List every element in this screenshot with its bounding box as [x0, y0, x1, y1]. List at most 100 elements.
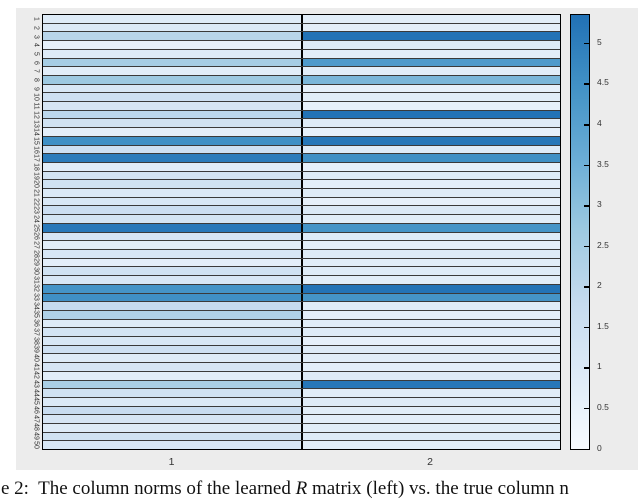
heatmap-cell: [43, 84, 301, 93]
heatmap-row: [43, 389, 560, 398]
heatmap-row: [43, 354, 560, 364]
colorbar-tick-label: 1: [597, 361, 602, 372]
heatmap-cell: [300, 232, 560, 241]
x-tick-label: 2: [427, 456, 433, 468]
heatmap-cell: [43, 293, 301, 302]
heatmap-row: [43, 136, 560, 146]
heatmap-cell: [43, 93, 301, 102]
heatmap-row: [43, 189, 560, 198]
heatmap-cell: [43, 319, 301, 328]
colorbar-tick-mark: [584, 83, 589, 85]
y-tick-label: 5: [32, 52, 40, 56]
heatmap-cell: [300, 284, 560, 293]
heatmap-row: [43, 345, 560, 355]
heatmap-cell: [43, 119, 301, 128]
heatmap-row: [43, 41, 560, 50]
heatmap-cell: [300, 119, 560, 128]
heatmap-cell: [43, 406, 301, 415]
colorbar-tick-label: 5: [597, 36, 602, 47]
heatmap-row: [43, 162, 560, 172]
y-tick-label: 21: [32, 189, 40, 197]
y-tick-label: 4: [32, 43, 40, 48]
heatmap-cell: [300, 154, 560, 162]
heatmap-row: [43, 232, 560, 242]
heatmap-cell: [43, 32, 301, 41]
heatmap-cell: [43, 171, 301, 180]
heatmap-cell: [300, 171, 560, 180]
y-tick-label: 3: [32, 34, 40, 39]
heatmap-cell: [300, 397, 560, 406]
heatmap-row: [43, 171, 560, 181]
y-tick-label: 19: [32, 171, 40, 180]
heatmap-cell: [43, 23, 301, 32]
colorbar-tick-mark: [584, 245, 589, 248]
heatmap-cell: [300, 145, 560, 154]
colorbar-tick-label: 3.5: [597, 158, 609, 169]
heatmap-cell: [43, 180, 301, 189]
y-tick-label: 47: [32, 414, 40, 423]
y-tick-label: 36: [32, 319, 40, 328]
heatmap-cell: [43, 380, 301, 389]
heatmap-cell: [300, 249, 560, 258]
heatmap-cell: [300, 189, 560, 197]
heatmap-cell: [300, 75, 560, 84]
heatmap-cell: [43, 162, 301, 171]
colorbar-tick-mark: [584, 367, 589, 369]
heatmap: [42, 14, 561, 450]
colorbar-tick-mark: [584, 124, 589, 126]
y-tick-label: 46: [32, 406, 40, 414]
colorbar-tick-label: 4: [597, 118, 602, 129]
colorbar-tick-label: 0: [597, 442, 602, 453]
heatmap-cell: [300, 15, 560, 23]
heatmap-row: [43, 328, 560, 338]
heatmap-cell: [300, 23, 560, 32]
heatmap-row: [43, 424, 560, 433]
heatmap-cell: [300, 197, 560, 206]
heatmap-row: [43, 197, 560, 207]
heatmap-cell: [300, 363, 560, 371]
y-tick-label: 39: [32, 345, 40, 354]
heatmap-row: [43, 258, 560, 268]
colorbar-tick-label: 2.5: [597, 239, 609, 250]
heatmap-cell: [300, 241, 560, 249]
heatmap-row: [43, 267, 560, 277]
heatmap-row: [43, 58, 560, 68]
heatmap-cell: [43, 345, 301, 354]
heatmap-cell: [43, 276, 301, 284]
heatmap-cell: [300, 328, 560, 337]
caption-text-suffix: matrix (left) vs. the true column n: [307, 478, 569, 499]
y-tick-label: 35: [32, 310, 40, 319]
heatmap-row: [43, 276, 560, 285]
heatmap-row: [43, 49, 560, 59]
heatmap-cell: [43, 232, 301, 241]
heatmap-row: [43, 293, 560, 303]
heatmap-row: [43, 110, 560, 120]
heatmap-row: [43, 32, 560, 42]
heatmap-cell: [300, 215, 560, 223]
y-tick-label: 15: [32, 136, 40, 145]
colorbar-tick-mark: [584, 205, 589, 207]
heatmap-cell: [43, 58, 301, 67]
heatmap-cell: [43, 67, 301, 75]
y-tick-label: 28: [32, 249, 40, 258]
heatmap-cell: [300, 302, 560, 310]
heatmap-cell: [43, 415, 301, 424]
heatmap-cell: [300, 406, 560, 415]
heatmap-cell: [300, 41, 560, 49]
heatmap-row: [43, 319, 560, 329]
heatmap-cell: [300, 345, 560, 354]
y-tick-label: 20: [32, 180, 40, 189]
y-tick-label: 48: [32, 423, 40, 432]
y-tick-label: 18: [32, 162, 40, 171]
heatmap-cell: [300, 93, 560, 102]
heatmap-cell: [43, 363, 301, 371]
heatmap-cell: [43, 249, 301, 258]
caption-math-R: R: [295, 478, 308, 499]
y-tick-label: 13: [32, 119, 40, 128]
heatmap-cell: [43, 241, 301, 249]
heatmap-cell: [43, 206, 301, 215]
heatmap-cell: [300, 58, 560, 67]
heatmap-row: [43, 432, 560, 442]
heatmap-cell: [43, 397, 301, 406]
y-tick-label: 22: [32, 197, 40, 206]
